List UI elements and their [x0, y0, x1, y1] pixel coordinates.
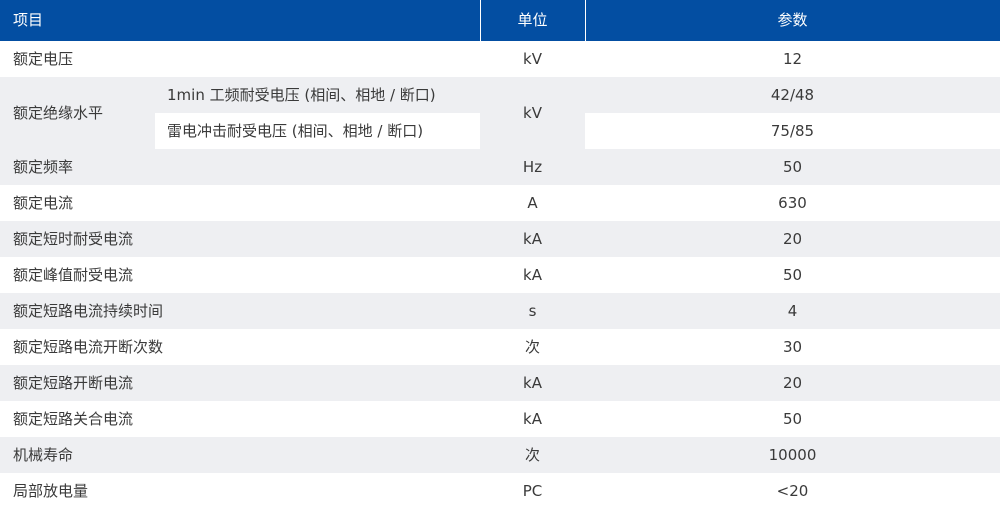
table-row-insulation: 额定绝缘水平 1min 工频耐受电压 (相间、相地 / 断口) 雷电冲击耐受电压…	[0, 77, 1000, 149]
table-row: 额定短路电流持续时间 s 4	[0, 293, 1000, 329]
sub-label: 1min 工频耐受电压 (相间、相地 / 断口)	[167, 86, 436, 104]
table-header: 项目 单位 参数	[0, 0, 1000, 41]
row-name: 额定电流	[13, 194, 74, 212]
table-row: 额定短路电流开断次数 次 30	[0, 329, 1000, 365]
row-value: 4	[787, 302, 798, 320]
sub-cell-bg	[155, 113, 480, 149]
row-name: 额定短路电流开断次数	[13, 338, 164, 356]
row-value: 50	[782, 158, 803, 176]
row-unit: kA	[523, 410, 542, 428]
table-row: 额定峰值耐受电流 kA 50	[0, 257, 1000, 293]
header-param: 参数	[777, 11, 808, 29]
table-row: 额定电压 kV 12	[0, 41, 1000, 77]
row-name: 额定绝缘水平	[13, 104, 104, 122]
row-unit: A	[527, 194, 538, 212]
table-row: 机械寿命 次 10000	[0, 437, 1000, 473]
sub-value: 75/85	[770, 122, 815, 140]
table-row: 额定短路关合电流 kA 50	[0, 401, 1000, 437]
table-row: 额定短路开断电流 kA 20	[0, 365, 1000, 401]
header-divider	[585, 0, 586, 41]
row-name: 额定短时耐受电流	[13, 230, 134, 248]
header-item: 项目	[13, 11, 44, 29]
header-divider	[480, 0, 481, 41]
row-value: 20	[782, 374, 803, 392]
row-unit: PC	[522, 482, 543, 500]
row-name: 机械寿命	[13, 446, 74, 464]
sub-label: 雷电冲击耐受电压 (相间、相地 / 断口)	[167, 122, 424, 140]
row-name: 额定短路开断电流	[13, 374, 134, 392]
row-value: 30	[782, 338, 803, 356]
row-unit: s	[528, 302, 537, 320]
row-unit: 次	[524, 338, 540, 356]
header-unit: 单位	[517, 11, 548, 29]
row-value: 12	[782, 50, 803, 68]
row-value: 10000	[768, 446, 817, 464]
sub-value: 42/48	[770, 86, 815, 104]
row-unit: 次	[524, 446, 540, 464]
row-unit: kA	[523, 266, 542, 284]
row-unit: kA	[523, 230, 542, 248]
sub-cell-bg	[585, 113, 1000, 149]
row-value: 630	[778, 194, 807, 212]
table-row: 额定频率 Hz 50	[0, 149, 1000, 185]
table-row: 额定短时耐受电流 kA 20	[0, 221, 1000, 257]
row-name: 额定峰值耐受电流	[13, 266, 134, 284]
row-value: <20	[776, 482, 809, 500]
row-value: 50	[782, 266, 803, 284]
row-value: 50	[782, 410, 803, 428]
row-name: 额定频率	[13, 158, 74, 176]
row-unit: kA	[523, 374, 542, 392]
row-unit: kV	[523, 104, 542, 122]
table-row: 局部放电量 PC <20	[0, 473, 1000, 509]
row-name: 额定短路关合电流	[13, 410, 134, 428]
row-unit: kV	[523, 50, 542, 68]
row-name: 额定电压	[13, 50, 74, 68]
row-unit: Hz	[522, 158, 543, 176]
row-value: 20	[782, 230, 803, 248]
table-row: 额定电流 A 630	[0, 185, 1000, 221]
row-name: 局部放电量	[13, 482, 89, 500]
row-name: 额定短路电流持续时间	[13, 302, 164, 320]
